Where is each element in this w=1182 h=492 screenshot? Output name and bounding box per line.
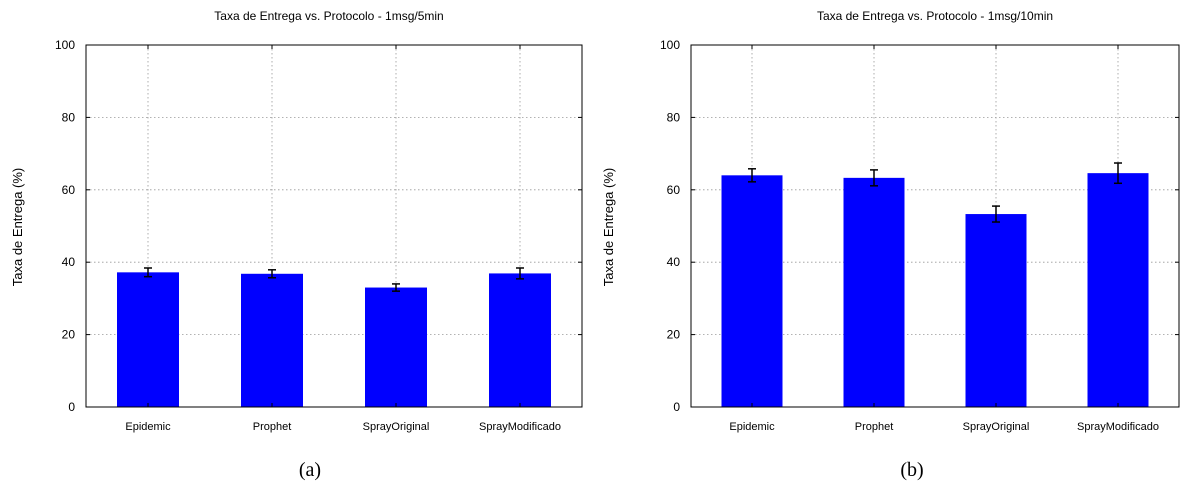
chart-b-xtick-label: SprayOriginal [963, 421, 1030, 433]
chart-b-ylabel: Taxa de Entrega (%) [601, 168, 616, 287]
chart-a-title: Taxa de Entrega vs. Protocolo - 1msg/5mi… [214, 9, 443, 23]
chart-a-xtick-label: SprayModificado [479, 421, 561, 433]
chart-a-xtick-label: SprayOriginal [363, 421, 430, 433]
chart-a-caption: (a) [299, 459, 321, 481]
chart-b-xtick-label: SprayModificado [1077, 421, 1159, 433]
chart-a-bar-spraymodificado [489, 273, 551, 407]
chart-b-plot: 0 20 40 60 80 100 Epidemic Prophet SprayOriginal… [660, 38, 1179, 433]
chart-a-bar-epidemic [117, 272, 179, 407]
chart-a-xtick-label: Prophet [253, 421, 292, 433]
chart-b-ytick-label: 60 [667, 183, 681, 197]
chart-a-bar-prophet [241, 274, 303, 407]
chart-b-xtick-label: Epidemic [729, 421, 775, 433]
chart-a-plot: 0 20 40 60 80 100 Epidemic Prophet SprayOriginal… [55, 38, 582, 433]
chart-a-ytick-label: 60 [62, 183, 76, 197]
chart-a-ytick-label: 0 [68, 400, 75, 414]
chart-a-bar-sprayoriginal [365, 288, 427, 407]
chart-a-ytick-label: 20 [62, 328, 76, 342]
chart-a: Taxa de Entrega vs. Protocolo - 1msg/5mi… [0, 0, 591, 487]
chart-b-ytick-label: 0 [673, 400, 680, 414]
chart-b: Taxa de Entrega vs. Protocolo - 1msg/10m… [591, 0, 1182, 487]
chart-b-bar-sprayoriginal [966, 214, 1027, 407]
chart-b-bar-epidemic [722, 175, 783, 407]
chart-panel-a: Taxa de Entrega vs. Protocolo - 1msg/5mi… [0, 0, 591, 487]
chart-b-caption: (b) [900, 459, 923, 481]
chart-panel-b: Taxa de Entrega vs. Protocolo - 1msg/10m… [591, 0, 1182, 487]
chart-b-bar-prophet [844, 178, 905, 407]
chart-b-xtick-label: Prophet [855, 421, 894, 433]
chart-b-ytick-label: 40 [667, 255, 681, 269]
chart-b-ytick-label: 100 [660, 38, 680, 52]
chart-b-bar-spraymodificado [1088, 173, 1149, 407]
chart-a-ytick-label: 80 [62, 110, 76, 124]
chart-b-ytick-label: 20 [667, 328, 681, 342]
chart-a-ytick-label: 40 [62, 255, 76, 269]
chart-b-ytick-label: 80 [667, 110, 681, 124]
chart-a-ytick-label: 100 [55, 38, 75, 52]
chart-b-title: Taxa de Entrega vs. Protocolo - 1msg/10m… [817, 9, 1053, 23]
chart-a-ylabel: Taxa de Entrega (%) [10, 168, 25, 287]
chart-a-xtick-label: Epidemic [125, 421, 171, 433]
